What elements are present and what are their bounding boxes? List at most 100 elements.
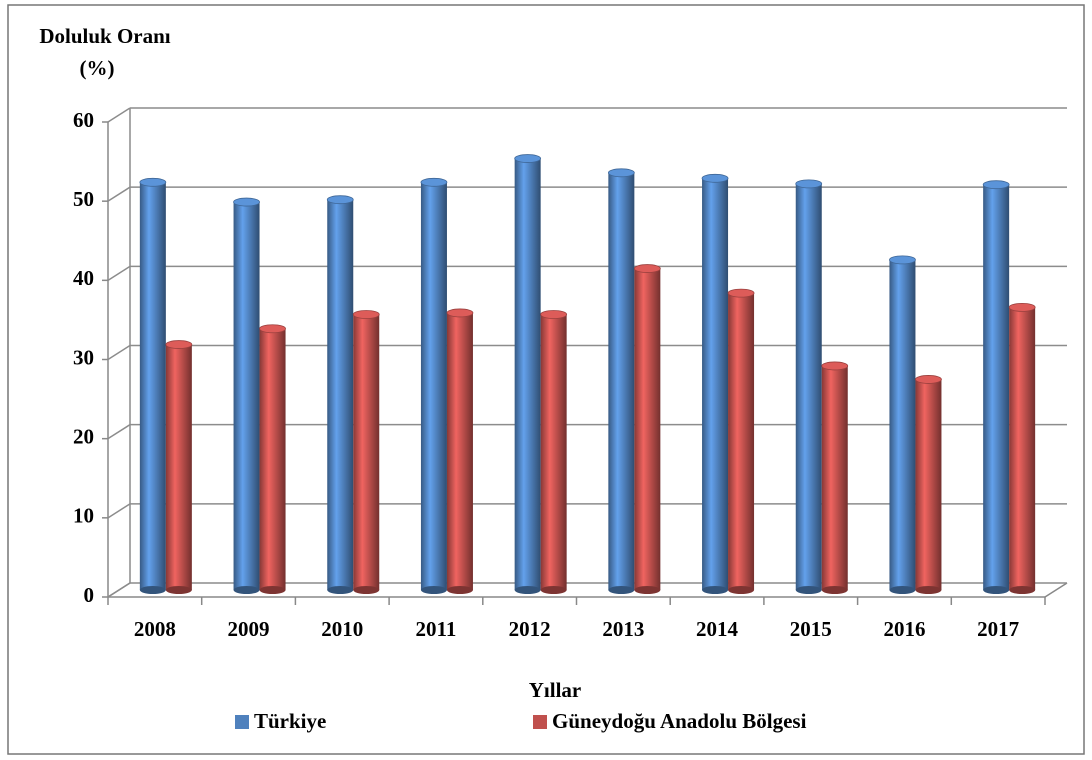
legend-swatch — [533, 715, 547, 729]
bar-body — [915, 379, 942, 590]
bar-body — [327, 199, 354, 591]
x-tick-label: 2008 — [134, 617, 176, 641]
grid-line-side — [107, 265, 131, 281]
bar-top — [915, 375, 942, 384]
legend-label: Türkiye — [254, 709, 326, 733]
bar-top — [607, 168, 635, 178]
bar-top — [633, 264, 661, 273]
bar-body — [702, 178, 729, 591]
bar — [607, 168, 635, 594]
bar-body — [1009, 307, 1036, 590]
bar-top — [420, 177, 448, 187]
bar-bottom — [420, 586, 447, 594]
grid-line-side — [107, 424, 131, 440]
bar-body — [728, 293, 755, 590]
bar-body — [353, 314, 380, 590]
bar-body — [233, 202, 260, 591]
bar — [514, 154, 542, 594]
bar-bottom — [608, 586, 635, 594]
bar — [795, 179, 823, 594]
bar-top — [233, 197, 260, 207]
bar-top — [982, 180, 1010, 190]
bar-top — [352, 310, 380, 319]
bar-bottom — [353, 586, 380, 594]
x-tick-label: 2011 — [416, 617, 457, 641]
bar-bottom — [327, 586, 354, 594]
bar-top — [701, 173, 729, 183]
bar-top — [326, 195, 354, 205]
grid-line-side — [107, 107, 131, 123]
bar-bottom — [702, 586, 729, 594]
bar-body — [165, 344, 192, 590]
bar-bottom — [795, 586, 822, 594]
bar-bottom — [1009, 586, 1036, 594]
y-tick-label: 50 — [73, 187, 94, 211]
x-tick-label: 2010 — [321, 617, 363, 641]
bar-bottom — [540, 586, 567, 594]
grid-line-side — [107, 582, 131, 598]
x-tick-label: 2017 — [977, 617, 1019, 641]
bar — [1008, 302, 1036, 594]
y-axis-label: Doluluk Oranı — [39, 24, 170, 48]
x-tick-label: 2014 — [696, 617, 739, 641]
bar — [701, 173, 729, 594]
bar-bottom — [165, 586, 192, 594]
bar — [633, 264, 661, 594]
bar — [982, 180, 1010, 594]
bar-body — [514, 158, 541, 590]
bar-bottom — [139, 586, 166, 594]
bar-bottom — [889, 586, 916, 594]
x-tick-label: 2016 — [883, 617, 925, 641]
bar-body — [446, 312, 473, 590]
bar-bottom — [233, 586, 260, 594]
bar-body — [634, 268, 661, 590]
grid-line-side — [107, 186, 131, 202]
floor-edge — [1044, 582, 1068, 598]
bar-bottom — [634, 586, 661, 594]
bar — [233, 197, 260, 594]
bar-body — [259, 328, 286, 590]
bar-top — [821, 361, 849, 371]
bar-top — [1008, 302, 1036, 312]
bar-top — [727, 288, 755, 298]
x-tick-label: 2013 — [602, 617, 644, 641]
y-tick-label: 60 — [73, 108, 94, 132]
bar-top — [259, 324, 286, 334]
bar-body — [139, 182, 166, 590]
y-axis-label: (%) — [80, 56, 115, 80]
bar-bottom — [514, 586, 541, 594]
bar-top — [889, 255, 916, 265]
y-tick-label: 40 — [73, 266, 94, 290]
bar — [889, 255, 916, 594]
bar — [352, 310, 380, 594]
bar — [915, 375, 942, 594]
bar-bottom — [821, 586, 848, 594]
bar-top — [540, 310, 568, 319]
y-tick-label: 10 — [73, 504, 94, 528]
y-tick-label: 20 — [73, 424, 94, 448]
bar — [139, 177, 167, 594]
bar-top — [165, 340, 193, 349]
bar — [326, 195, 354, 594]
bar — [446, 308, 474, 594]
bar-body — [608, 172, 635, 590]
y-tick-label: 0 — [84, 583, 95, 607]
y-tick-label: 30 — [73, 345, 94, 369]
grid-line-side — [107, 344, 131, 361]
bar — [165, 340, 193, 594]
bar — [540, 310, 568, 594]
bar-top — [446, 308, 474, 318]
legend-label: Güneydoğu Anadolu Bölgesi — [552, 709, 807, 733]
bar — [420, 177, 448, 594]
bar — [821, 361, 849, 594]
grid-line-side — [107, 503, 131, 519]
bar-bottom — [446, 586, 473, 594]
x-tick-label: 2012 — [509, 617, 551, 641]
bar — [259, 324, 286, 594]
x-tick-label: 2009 — [228, 617, 270, 641]
bar — [727, 288, 755, 594]
x-axis-label: Yıllar — [529, 678, 582, 702]
bar-bottom — [983, 586, 1010, 594]
x-tick-label: 2015 — [790, 617, 832, 641]
